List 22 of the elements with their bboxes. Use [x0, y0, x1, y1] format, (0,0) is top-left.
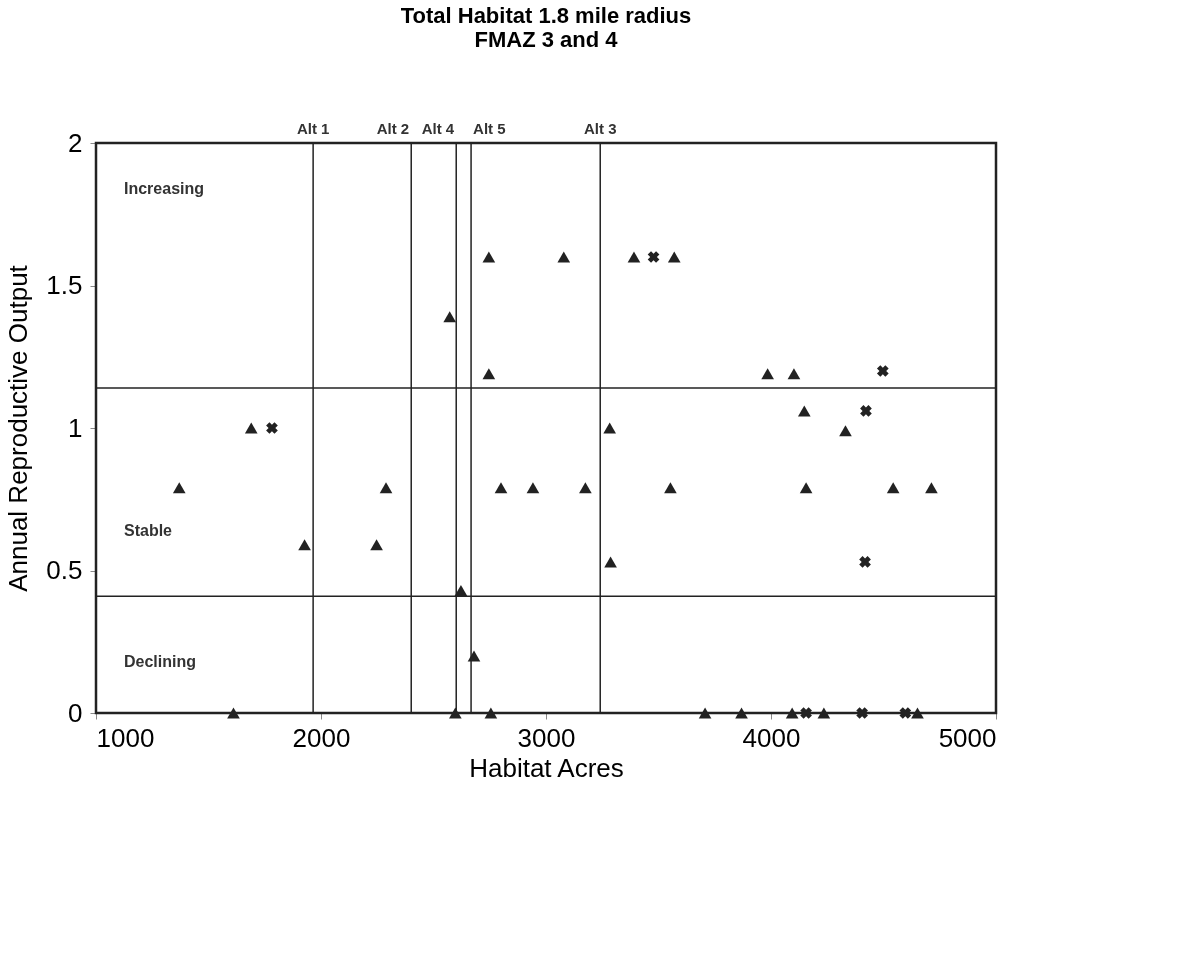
ref-line-label: Alt 3	[583, 120, 617, 137]
x-axis-title: Habitat Acres	[469, 752, 624, 783]
x-tick-label: 4000	[742, 722, 801, 753]
x-tick-label: 5000	[938, 722, 997, 753]
x-tick-label: 1000	[96, 722, 155, 753]
chart-subtitle: FMAZ 3 and 4	[474, 27, 619, 52]
y-tick-label: 0	[68, 697, 83, 728]
x-tick-label: 2000	[292, 722, 351, 753]
y-axis-title: Annual Reproductive Output	[3, 264, 34, 592]
chart-title: Total Habitat 1.8 mile radius	[400, 3, 692, 28]
ref-line-label: Alt 1	[296, 120, 330, 137]
annotation: Increasing	[124, 179, 205, 197]
ref-line-label: Alt 2	[376, 120, 410, 137]
y-tick-label: 2	[68, 127, 83, 158]
y-tick-label: 1.5	[46, 270, 83, 300]
y-tick-label: 1	[68, 412, 83, 443]
ref-line-label: Alt 5	[473, 120, 506, 137]
ref-line-label: Alt 4	[421, 120, 455, 137]
annotation: Declining	[124, 652, 197, 670]
annotation: Stable	[124, 521, 173, 539]
x-tick-label: 3000	[517, 722, 576, 753]
y-tick-label: 0.5	[46, 555, 83, 585]
